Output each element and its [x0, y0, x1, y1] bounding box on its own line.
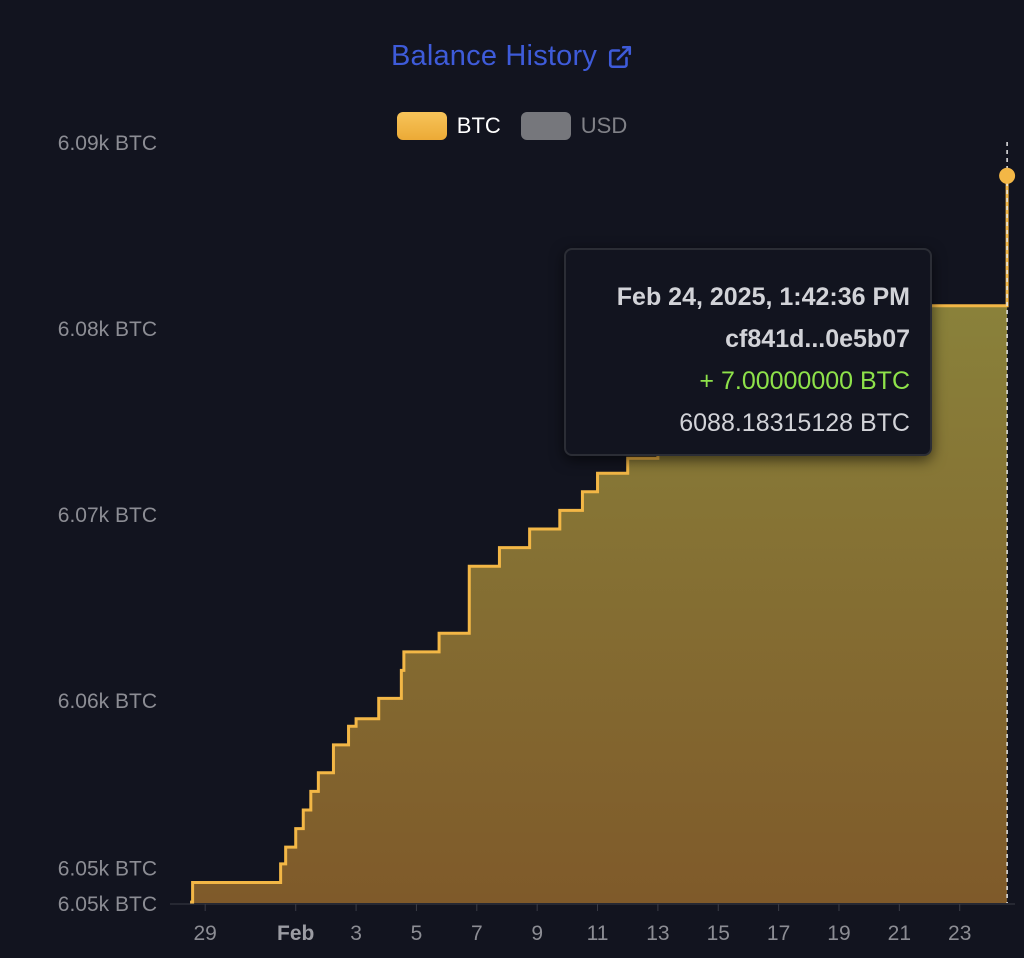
legend-swatch-usd	[520, 112, 571, 140]
x-tick-label: 3	[350, 922, 362, 945]
legend-item-usd[interactable]: USD	[520, 112, 628, 140]
legend-swatch-btc	[396, 112, 447, 140]
x-tick-label: 11	[587, 922, 609, 945]
chart-tooltip: Feb 24, 2025, 1:42:36 PM cf841d...0e5b07…	[564, 248, 932, 456]
x-tick-label: 23	[948, 922, 971, 945]
x-tick-label: 5	[411, 922, 423, 945]
y-axis: 6.05k BTC 6.05k BTC 6.06k BTC 6.07k BTC 6.08…	[58, 132, 157, 916]
x-tick-label: 7	[471, 922, 483, 945]
x-tick-label: 29	[194, 922, 217, 945]
tooltip-balance: 6088.18315128 BTC	[679, 409, 910, 437]
y-tick-label: 6.08k BTC	[58, 318, 157, 341]
x-tick-label: Feb	[277, 922, 314, 945]
legend-label-btc: BTC	[456, 113, 501, 138]
x-tick-label: 21	[888, 922, 911, 945]
chart-title-row: Balance History	[0, 40, 1024, 73]
chart-title-link[interactable]: Balance History	[390, 40, 598, 72]
x-tick-label: 15	[707, 922, 730, 945]
y-tick-label: 6.07k BTC	[58, 504, 157, 527]
y-tick-label: 6.09k BTC	[58, 132, 157, 155]
balance-area	[190, 175, 1008, 903]
hover-point[interactable]	[999, 167, 1016, 184]
y-tick-label: 6.05k BTC	[58, 858, 157, 881]
tooltip-date: Feb 24, 2025, 1:42:36 PM	[616, 283, 910, 311]
x-tick-label: 17	[767, 922, 790, 945]
tooltip-change: + 7.00000000 BTC	[699, 367, 910, 395]
y-tick-label: 6.06k BTC	[58, 690, 157, 713]
chart-legend: BTC USD	[0, 112, 1024, 140]
external-link-icon[interactable]	[607, 44, 633, 70]
x-tick-label: 13	[646, 922, 669, 945]
x-axis: 29 Feb 3 5 7 9 11 13 15 17 19 21 23	[194, 904, 971, 945]
x-tick-label: 9	[531, 922, 543, 945]
tooltip-tx-hash[interactable]: cf841d...0e5b07	[725, 325, 910, 353]
y-tick-label: 6.05k BTC	[58, 893, 157, 916]
legend-label-usd: USD	[580, 113, 628, 138]
x-tick-label: 19	[827, 922, 850, 945]
legend-item-btc[interactable]: BTC	[396, 112, 501, 140]
